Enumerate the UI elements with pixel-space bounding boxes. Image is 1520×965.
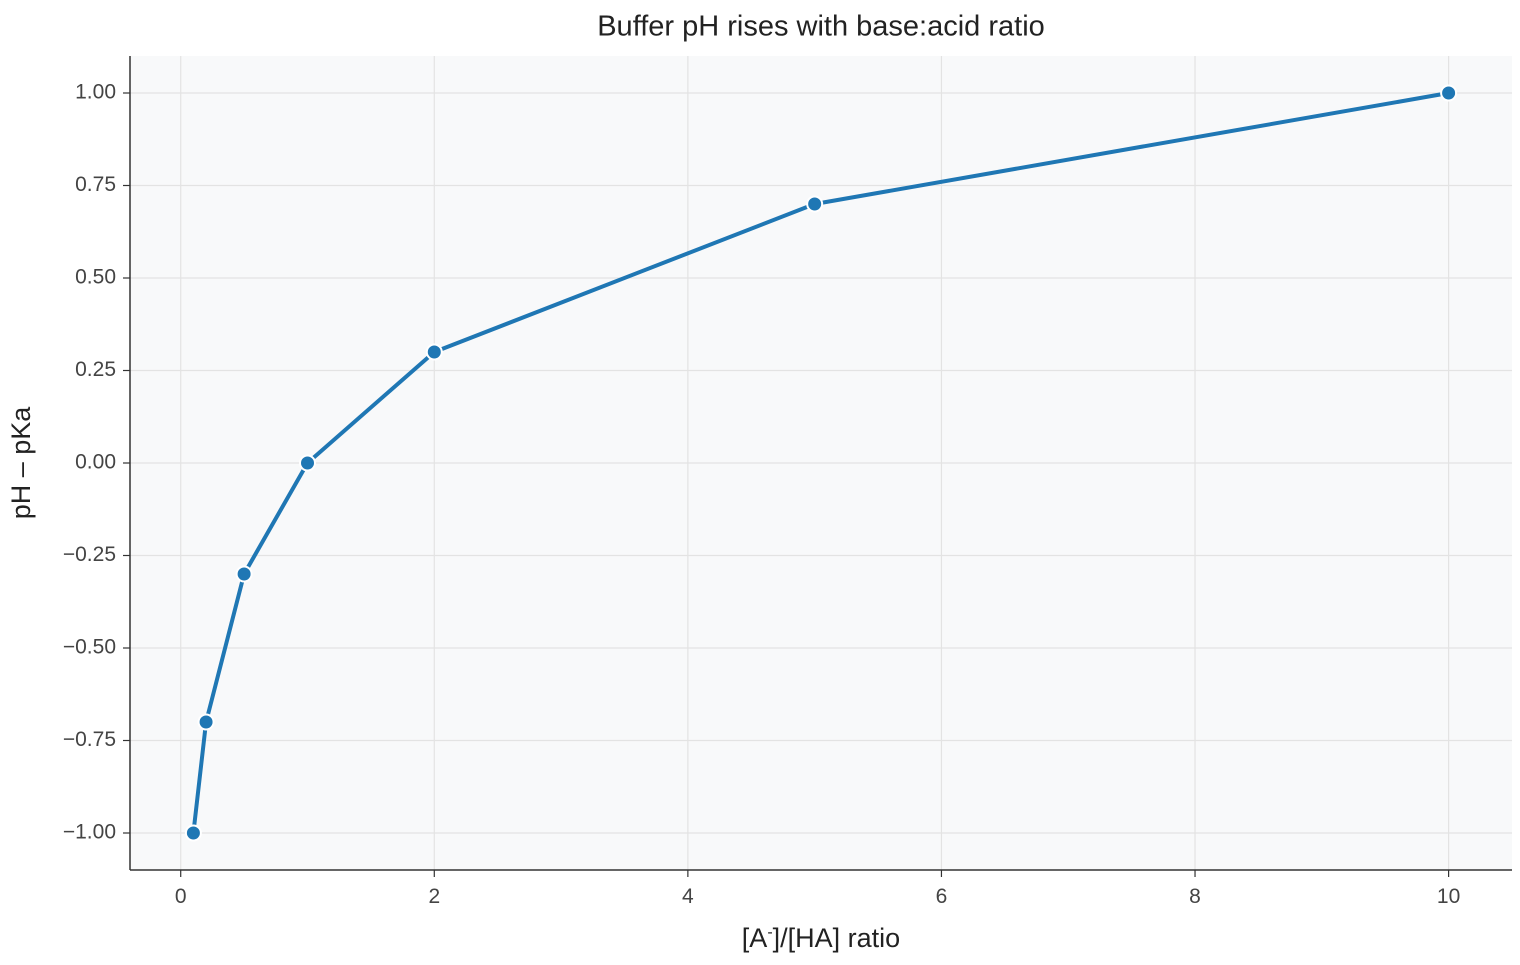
x-tick-label: 4 — [682, 885, 694, 908]
chart-title: Buffer pH rises with base:acid ratio — [597, 11, 1045, 43]
grid-lines — [130, 56, 1512, 870]
x-axis-label: [A-]/[HA] ratio — [742, 923, 900, 953]
y-tick-label: −1.00 — [63, 821, 116, 844]
x-axis-label-superscript: - — [767, 924, 772, 941]
data-point — [806, 195, 824, 213]
x-tick-label: 2 — [428, 885, 440, 908]
data-point — [425, 343, 443, 361]
y-tick-label: 0.25 — [75, 358, 116, 381]
y-tick-label: 0.75 — [75, 173, 116, 196]
x-tick-label: 0 — [175, 885, 187, 908]
tick-marks: 0 2 4 6 8 10 −1.00 −0.75 −0.50 −0.25 0.00 0.25 0.50 0… — [63, 81, 1460, 908]
series-group — [184, 84, 1458, 842]
x-axis-label-part-2: ]/[HA] ratio — [773, 923, 901, 953]
data-point — [1440, 84, 1458, 102]
x-tick-label: 8 — [1189, 885, 1201, 908]
y-tick-label: −0.25 — [63, 543, 116, 566]
x-axis-label-part-1: [A — [742, 923, 768, 953]
data-point — [184, 824, 202, 842]
x-tick-label: 10 — [1437, 885, 1460, 908]
data-point — [299, 454, 317, 472]
y-axis-label: pH – pKa — [6, 406, 36, 520]
y-tick-label: −0.50 — [63, 636, 116, 659]
y-tick-label: −0.75 — [63, 728, 116, 751]
y-tick-label: 0.00 — [75, 451, 116, 474]
y-tick-label: 0.50 — [75, 266, 116, 289]
data-point — [235, 565, 253, 583]
data-point — [197, 713, 215, 731]
y-tick-label: 1.00 — [75, 81, 116, 104]
x-tick-label: 6 — [936, 885, 948, 908]
